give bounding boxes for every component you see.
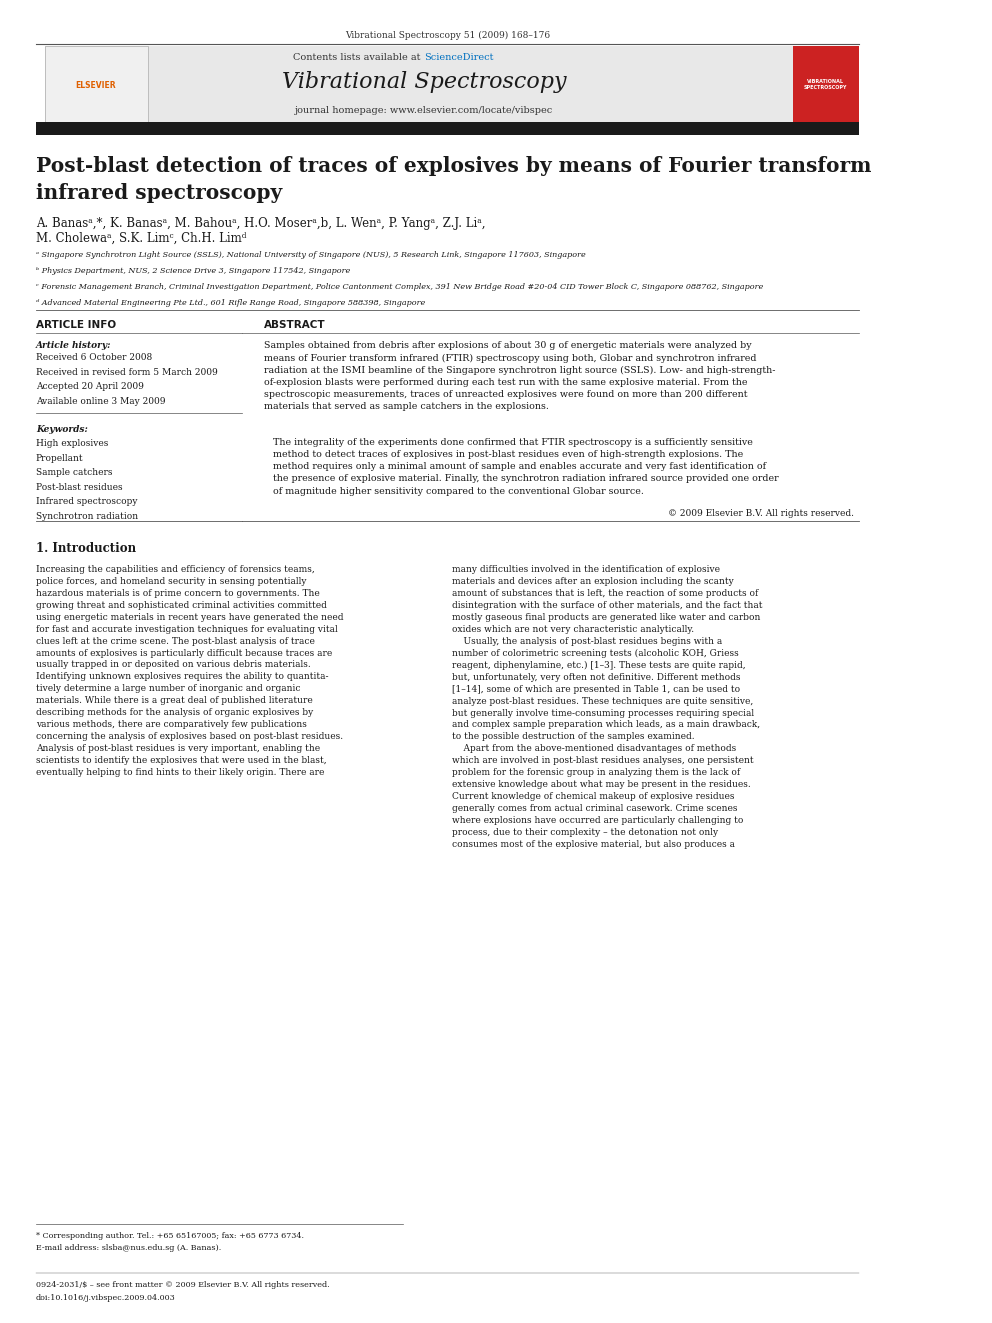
Text: A. Banasᵃ,*, K. Banasᵃ, M. Bahouᵃ, H.O. Moserᵃ,b, L. Wenᵃ, P. Yangᵃ, Z.J. Liᵃ,: A. Banasᵃ,*, K. Banasᵃ, M. Bahouᵃ, H.O. …: [36, 217, 485, 230]
Text: ᵇ Physics Department, NUS, 2 Science Drive 3, Singapore 117542, Singapore: ᵇ Physics Department, NUS, 2 Science Dri…: [36, 267, 350, 275]
Text: Post-blast residues: Post-blast residues: [36, 483, 122, 492]
Text: The integrality of the experiments done confirmed that FTIR spectroscopy is a su: The integrality of the experiments done …: [273, 438, 779, 496]
Bar: [793, 46, 859, 122]
Text: ABSTRACT: ABSTRACT: [264, 320, 325, 331]
Text: Increasing the capabilities and efficiency of forensics teams,
police forces, an: Increasing the capabilities and efficien…: [36, 565, 343, 777]
Text: High explosives: High explosives: [36, 439, 108, 448]
Text: ᶜ Forensic Management Branch, Criminal Investigation Department, Police Cantonme: ᶜ Forensic Management Branch, Criminal I…: [36, 283, 763, 291]
Text: 0924-2031/$ – see front matter © 2009 Elsevier B.V. All rights reserved.: 0924-2031/$ – see front matter © 2009 El…: [36, 1281, 329, 1289]
Text: VIBRATIONAL
SPECTROSCOPY: VIBRATIONAL SPECTROSCOPY: [804, 79, 847, 90]
Text: Samples obtained from debris after explosions of about 30 g of energetic materia: Samples obtained from debris after explo…: [264, 341, 776, 411]
Text: Propellant: Propellant: [36, 454, 83, 463]
Bar: [36, 122, 859, 135]
Text: * Corresponding author. Tel.: +65 65167005; fax: +65 6773 6734.: * Corresponding author. Tel.: +65 651670…: [36, 1232, 304, 1240]
Text: Synchrotron radiation: Synchrotron radiation: [36, 512, 138, 521]
Text: E-mail address: slsba@nus.edu.sg (A. Banas).: E-mail address: slsba@nus.edu.sg (A. Ban…: [36, 1244, 221, 1252]
Text: ᵈ Advanced Material Engineering Pte Ltd., 601 Rifle Range Road, Singapore 588398: ᵈ Advanced Material Engineering Pte Ltd.…: [36, 299, 425, 307]
Text: Article history:: Article history:: [36, 341, 111, 351]
Text: many difficulties involved in the identification of explosive
materials and devi: many difficulties involved in the identi…: [451, 565, 762, 849]
Text: Vibrational Spectroscopy 51 (2009) 168–176: Vibrational Spectroscopy 51 (2009) 168–1…: [344, 30, 550, 40]
Text: Vibrational Spectroscopy: Vibrational Spectroscopy: [282, 71, 566, 94]
Text: ARTICLE INFO: ARTICLE INFO: [36, 320, 116, 331]
Text: Received in revised form 5 March 2009: Received in revised form 5 March 2009: [36, 368, 217, 377]
Text: ᵃ Singapore Synchrotron Light Source (SSLS), National University of Singapore (N: ᵃ Singapore Synchrotron Light Source (SS…: [36, 251, 585, 259]
Text: Post-blast detection of traces of explosives by means of Fourier transform
infra: Post-blast detection of traces of explos…: [36, 156, 871, 202]
Text: 1. Introduction: 1. Introduction: [36, 542, 136, 556]
Text: © 2009 Elsevier B.V. All rights reserved.: © 2009 Elsevier B.V. All rights reserved…: [669, 509, 854, 519]
Text: Sample catchers: Sample catchers: [36, 468, 112, 478]
Text: Keywords:: Keywords:: [36, 425, 87, 434]
Text: Received 6 October 2008: Received 6 October 2008: [36, 353, 152, 363]
Text: Accepted 20 April 2009: Accepted 20 April 2009: [36, 382, 144, 392]
Text: ELSEVIER: ELSEVIER: [75, 82, 116, 90]
Bar: [45, 46, 793, 122]
Text: Contents lists available at: Contents lists available at: [294, 53, 424, 62]
Text: M. Cholewaᵃ, S.K. Limᶜ, Ch.H. Limᵈ: M. Cholewaᵃ, S.K. Limᶜ, Ch.H. Limᵈ: [36, 232, 246, 245]
Text: Infrared spectroscopy: Infrared spectroscopy: [36, 497, 137, 507]
Text: journal homepage: www.elsevier.com/locate/vibspec: journal homepage: www.elsevier.com/locat…: [295, 106, 554, 115]
Text: Available online 3 May 2009: Available online 3 May 2009: [36, 397, 166, 406]
Text: ScienceDirect: ScienceDirect: [424, 53, 493, 62]
Bar: [45, 46, 148, 122]
Text: doi:10.1016/j.vibspec.2009.04.003: doi:10.1016/j.vibspec.2009.04.003: [36, 1294, 176, 1302]
